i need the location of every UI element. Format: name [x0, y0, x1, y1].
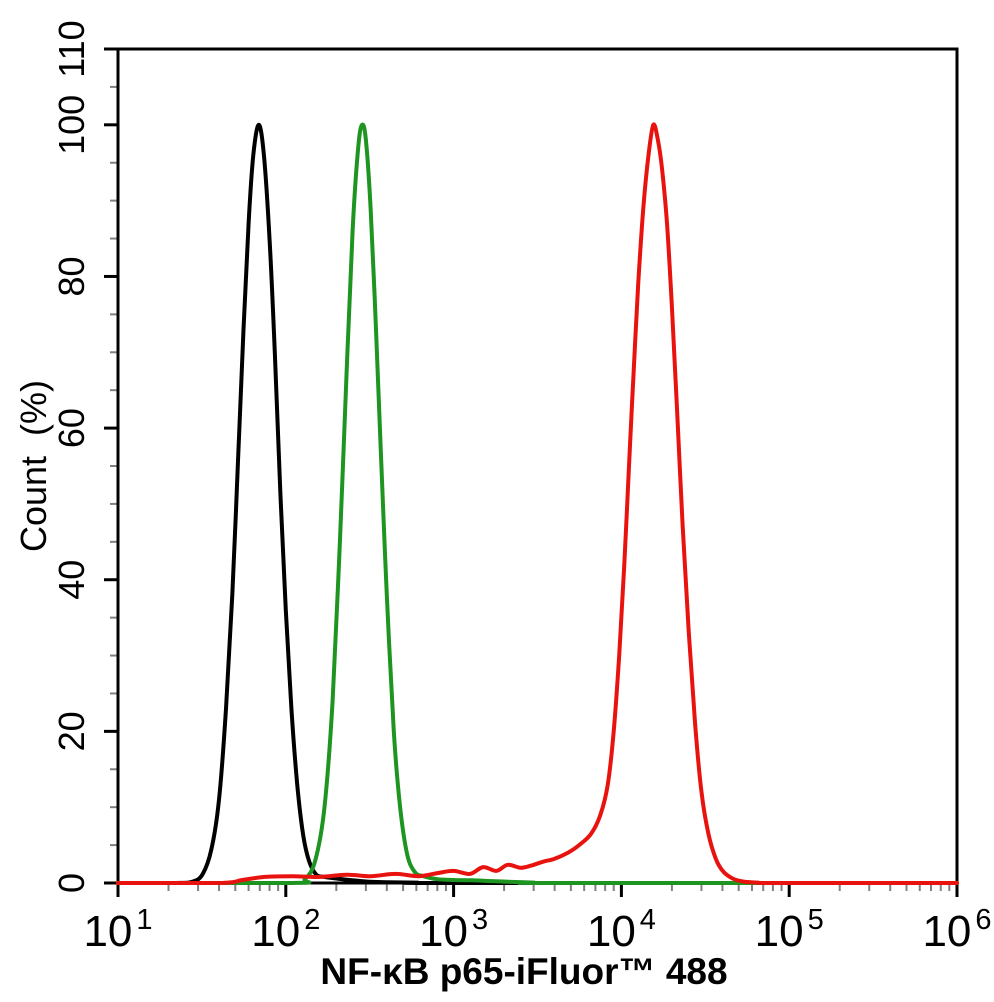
x-axis-title: NF-κB p65-iFluor™ 488: [320, 951, 727, 992]
y-axis-tick-labels: 0 20 40 60 80 100 110: [51, 20, 92, 893]
x-tick-label: 10 1: [83, 904, 152, 956]
y-tick-label: 110: [51, 20, 92, 77]
y-tick-label: 0: [51, 873, 92, 893]
x-tick-label: 10 4: [587, 904, 656, 956]
black-curve: [116, 122, 959, 886]
y-axis-title: Count (%): [13, 380, 54, 552]
x-tick-label: 10 2: [251, 904, 320, 956]
y-tick-label: 20: [51, 711, 92, 751]
x-tick-label: 10 3: [419, 904, 488, 956]
y-axis-major-ticks: [104, 47, 118, 885]
x-tick-exponent: 6: [975, 904, 991, 936]
x-axis-tick-labels: 10 1 10 2 10 3 10 4 10 5 10 6: [83, 904, 991, 956]
histogram-curves: [116, 122, 959, 886]
y-tick-label: 80: [51, 256, 92, 296]
y-tick-label: 100: [51, 95, 92, 155]
green-curve: [116, 122, 959, 886]
y-tick-label: 40: [51, 560, 92, 600]
x-axis-major-ticks: [116, 883, 959, 897]
x-tick-label: 10 5: [755, 904, 824, 956]
x-tick-exponent: 5: [808, 904, 824, 936]
x-tick-exponent: 3: [472, 904, 488, 936]
x-tick-exponent: 4: [640, 904, 656, 936]
plot-border: [116, 47, 959, 885]
x-tick-label: 10 6: [922, 904, 991, 956]
x-tick-exponent: 1: [136, 904, 152, 936]
x-axis-minor-ticks: [167, 883, 951, 891]
red-curve: [116, 122, 959, 886]
x-tick-exponent: 2: [304, 904, 320, 936]
y-tick-label: 60: [51, 408, 92, 448]
